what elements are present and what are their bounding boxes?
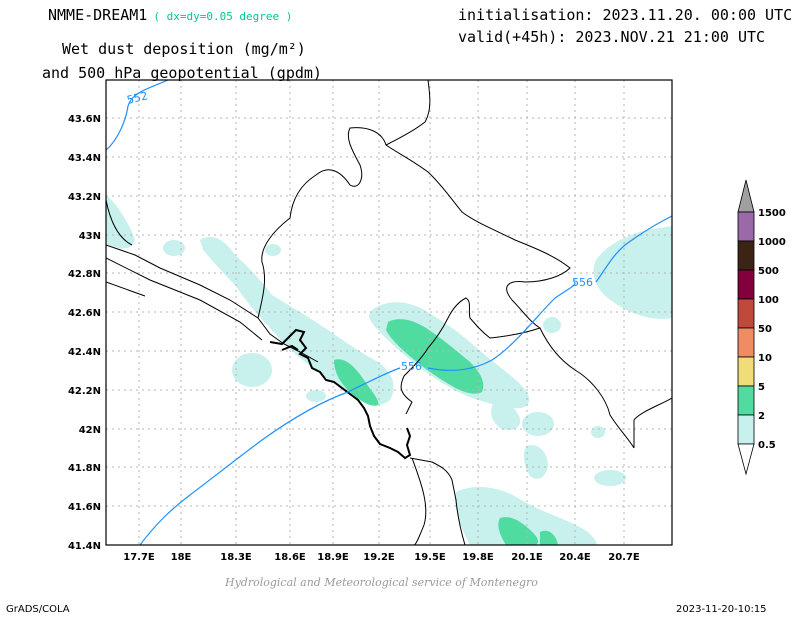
map-title-line1: Wet dust deposition (mg/m²) <box>62 40 306 58</box>
contour-label-556-east: 556 <box>572 276 593 289</box>
montenegro-coastline <box>269 328 412 460</box>
legend-label: 5 <box>758 382 765 393</box>
credit-text: Hydrological and Meteorological service … <box>225 576 538 589</box>
legend-swatch-500 <box>737 240 755 271</box>
legend-labels: 1500 1000 500 100 50 10 5 2 0.5 <box>758 208 786 451</box>
legend-arrow-top <box>737 179 755 213</box>
lat-label: 43.2N <box>68 192 101 203</box>
legend-label: 0.5 <box>758 440 776 451</box>
legend-label: 50 <box>758 324 772 335</box>
lat-label: 41.4N <box>68 541 101 552</box>
valid-time: valid(+45h): 2023.NOV.21 21:00 UTC <box>458 28 766 46</box>
legend-swatch-2 <box>737 385 755 416</box>
lon-label: 20.1E <box>511 552 543 563</box>
legend-label: 1000 <box>758 237 786 248</box>
lon-label: 18.3E <box>220 552 252 563</box>
lat-label: 43.6N <box>68 114 101 125</box>
legend-swatch-5 <box>737 356 755 387</box>
legend-swatch-50 <box>737 298 755 329</box>
lon-label: 19.2E <box>363 552 395 563</box>
software-label: GrADS/COLA <box>6 604 70 615</box>
lon-label: 18.9E <box>317 552 349 563</box>
contour-label-556-center: 556 <box>401 360 422 373</box>
color-legend <box>737 179 755 476</box>
lat-label: 42.2N <box>68 386 101 397</box>
legend-swatch-10 <box>737 327 755 358</box>
legend-swatch-100 <box>737 269 755 300</box>
legend-label: 500 <box>758 266 779 277</box>
lat-label: 42N <box>79 425 101 436</box>
lat-label: 43N <box>79 231 101 242</box>
lon-label: 20.4E <box>559 552 591 563</box>
lon-label: 17.7E <box>123 552 155 563</box>
lon-label: 18E <box>171 552 192 563</box>
latitude-labels: 43.6N 43.4N 43.2N 43N 42.8N 42.6N 42.4N … <box>68 114 101 552</box>
lon-label: 19.8E <box>462 552 494 563</box>
legend-label: 100 <box>758 295 779 306</box>
lon-label: 19.5E <box>414 552 446 563</box>
lat-label: 42.8N <box>68 269 101 280</box>
legend-swatch-0.5 <box>737 414 755 445</box>
resolution-note: ( dx=dy=0.05 degree ) <box>153 10 293 23</box>
contour-labels: 552 556 556 <box>126 89 593 373</box>
lat-label: 43.4N <box>68 153 101 164</box>
wet-dust-deposition-field <box>106 195 672 545</box>
render-timestamp: 2023-11-20-10:15 <box>676 604 767 615</box>
lat-lon-grid <box>106 80 672 545</box>
longitude-labels: 17.7E 18E 18.3E 18.6E 18.9E 19.2E 19.5E … <box>123 552 640 563</box>
lon-label: 20.7E <box>608 552 640 563</box>
map-title-line2: and 500 hPa geopotential (gpdm) <box>42 64 322 82</box>
legend-label: 10 <box>758 353 772 364</box>
contour-label-552: 552 <box>126 89 150 107</box>
map-frame <box>105 79 673 546</box>
geopotential-contours <box>106 80 672 545</box>
model-name: NMME-DREAM1( dx=dy=0.05 degree ) <box>48 6 293 24</box>
legend-swatch-1000 <box>737 211 755 242</box>
legend-label: 2 <box>758 411 765 422</box>
legend-arrow-bottom <box>737 443 755 476</box>
lon-label: 18.6E <box>274 552 306 563</box>
initialisation-time: initialisation: 2023.11.20. 00:00 UTC <box>458 6 793 24</box>
lat-label: 42.6N <box>68 308 101 319</box>
country-borders <box>106 80 672 545</box>
legend-label: 1500 <box>758 208 786 219</box>
lat-label: 41.8N <box>68 463 101 474</box>
lat-label: 41.6N <box>68 502 101 513</box>
lat-label: 42.4N <box>68 347 101 358</box>
